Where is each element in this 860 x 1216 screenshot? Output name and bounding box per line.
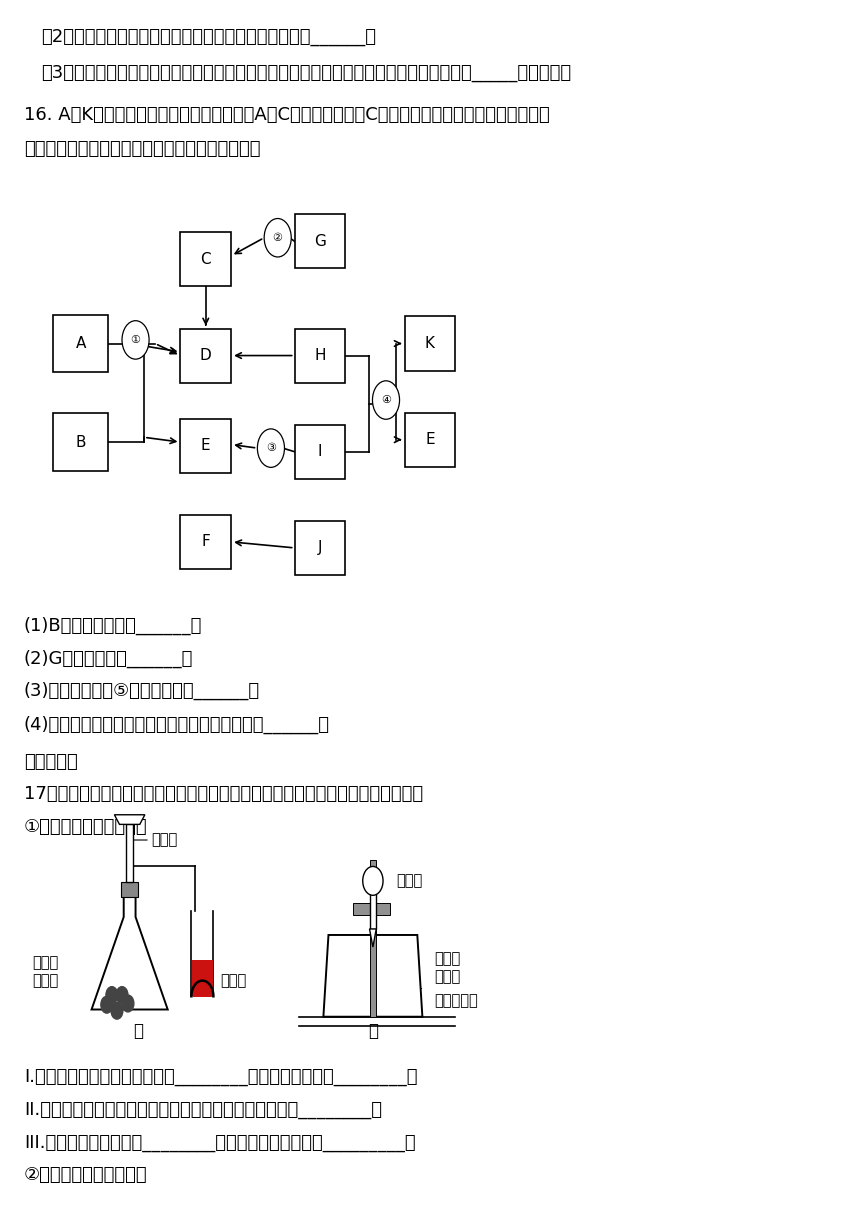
Circle shape (264, 219, 292, 257)
Text: J: J (317, 540, 322, 556)
Text: (3)写出一个反应⑤的化学方程式______。: (3)写出一个反应⑤的化学方程式______。 (24, 682, 260, 700)
Bar (295, 328, 346, 383)
Circle shape (101, 996, 113, 1013)
Text: C: C (200, 252, 211, 266)
Text: A: A (76, 336, 86, 351)
Bar (370, 861, 377, 1017)
Text: 钙固体: 钙固体 (33, 973, 58, 989)
Circle shape (363, 867, 383, 895)
Bar (126, 824, 133, 882)
Polygon shape (91, 890, 168, 1009)
Text: K: K (425, 336, 435, 351)
Text: ②探究碳的氧化物质实验: ②探究碳的氧化物质实验 (24, 1166, 148, 1184)
Text: I.甲中发生反应的化学方程式为________，观察到的现象是________；: I.甲中发生反应的化学方程式为________，观察到的现象是________； (24, 1068, 417, 1086)
Text: 氢氧化: 氢氧化 (33, 955, 58, 970)
Text: I: I (317, 444, 322, 460)
Bar (181, 514, 231, 569)
Bar (181, 418, 231, 473)
Bar (53, 413, 108, 471)
Text: 乙: 乙 (368, 1023, 378, 1040)
Text: 稀硫酸: 稀硫酸 (396, 873, 423, 889)
Bar (370, 893, 377, 929)
Circle shape (372, 381, 400, 420)
Polygon shape (370, 929, 377, 947)
Bar (295, 520, 346, 575)
Circle shape (257, 429, 285, 467)
Text: H: H (314, 348, 326, 364)
Text: D: D (200, 348, 212, 364)
Bar (181, 328, 231, 383)
Circle shape (111, 1002, 123, 1019)
Text: B: B (76, 434, 86, 450)
Bar (325, 987, 421, 1014)
Polygon shape (194, 983, 212, 996)
Bar (404, 316, 456, 371)
Polygon shape (323, 935, 422, 1017)
Bar (121, 882, 138, 896)
Polygon shape (114, 815, 144, 824)
Text: 四、实验题: 四、实验题 (24, 753, 77, 771)
Circle shape (116, 986, 128, 1003)
Text: F: F (201, 534, 210, 550)
Text: （2）写出上述转化关系中的任意一个反应的化学方程式______。: （2）写出上述转化关系中的任意一个反应的化学方程式______。 (40, 28, 376, 46)
Text: 甲: 甲 (133, 1023, 143, 1040)
Bar (353, 902, 390, 914)
Text: ①探究中和反应放热实验: ①探究中和反应放热实验 (24, 818, 148, 835)
Text: ②: ② (273, 232, 283, 243)
Circle shape (122, 321, 149, 359)
Text: ①: ① (131, 334, 140, 345)
Text: 钙溶液: 钙溶液 (434, 969, 460, 985)
Text: E: E (201, 438, 211, 454)
Text: 稀硫酸: 稀硫酸 (151, 833, 178, 848)
Text: 17．化学实验是获取化学知识的直接手段，某学习小组进行了下列两组化学实验。: 17．化学实验是获取化学知识的直接手段，某学习小组进行了下列两组化学实验。 (24, 786, 423, 804)
Text: 饱和石灰水: 饱和石灰水 (434, 993, 478, 1008)
Text: 如图所示（反应条件已略去）。请回答下列问题：: 如图所示（反应条件已略去）。请回答下列问题： (24, 140, 261, 158)
Text: (1)B的化学式可能是______。: (1)B的化学式可能是______。 (24, 617, 202, 635)
Text: III.乙中观察到的现象是________，产生该现象的原因是_________。: III.乙中观察到的现象是________，产生该现象的原因是_________… (24, 1135, 415, 1152)
Text: E: E (425, 432, 435, 447)
Bar (404, 412, 456, 467)
Text: ③: ③ (266, 443, 276, 454)
Text: 红墨水: 红墨水 (220, 973, 247, 989)
Bar (295, 424, 346, 479)
Circle shape (106, 986, 118, 1003)
Text: ④: ④ (381, 395, 391, 405)
Bar (181, 232, 231, 287)
Bar (193, 961, 212, 996)
Bar (327, 953, 419, 986)
Text: G: G (314, 233, 326, 249)
Text: （3）「旅客」能上车的条件是：与门两边车厂中的物质都能反应。「旅客」稀硫酸可以从_____号门上车。: （3）「旅客」能上车的条件是：与门两边车厂中的物质都能反应。「旅客」稀硫酸可以从… (40, 64, 571, 81)
Text: (4)如图转化关系中一定未涉及到的基本反应类型______。: (4)如图转化关系中一定未涉及到的基本反应类型______。 (24, 715, 330, 733)
Text: (2)G的一种用途是______。: (2)G的一种用途是______。 (24, 649, 194, 668)
Text: II.有同学认为甲不能证明中和反应是放热反应，其理由是________；: II.有同学认为甲不能证明中和反应是放热反应，其理由是________； (24, 1102, 382, 1120)
Bar (53, 315, 108, 372)
Bar (295, 214, 346, 269)
Text: 16. A～K均为初中化学常见物质，其中只有A、C属于单质，并且C是紫红色金属，它们之间的转化关系: 16. A～K均为初中化学常见物质，其中只有A、C属于单质，并且C是紫红色金属，… (24, 106, 550, 124)
Circle shape (122, 995, 134, 1012)
Text: 氢氧化: 氢氧化 (434, 951, 460, 967)
